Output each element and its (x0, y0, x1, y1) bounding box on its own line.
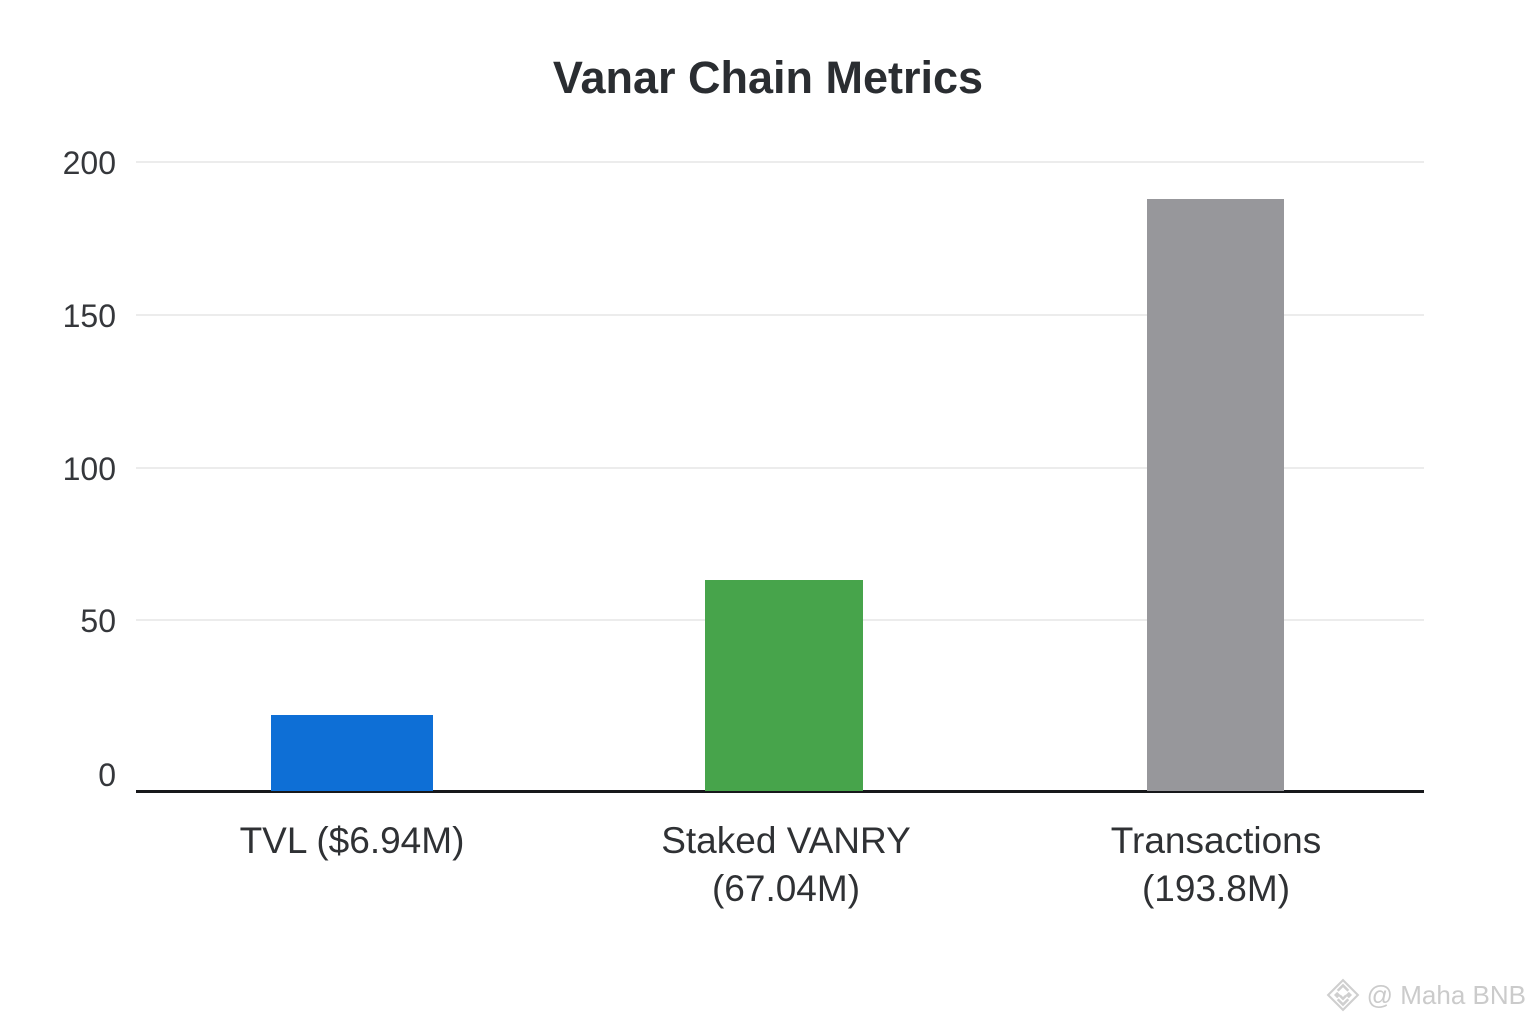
x-category-label-staked-vanry: Staked VANRY (67.04M) (661, 817, 911, 913)
x-category-label-tvl-6-94m: TVL ($6.94M) (240, 817, 465, 865)
watermark-text: @ Maha BNB (1366, 979, 1526, 1010)
y-tick-label-0: 0 (98, 757, 116, 793)
y-tick-label-150: 150 (62, 298, 116, 334)
gridline-200 (136, 161, 1424, 163)
chart-title: Vanar Chain Metrics (552, 52, 984, 103)
x-category-label-line: (193.8M) (1141, 868, 1291, 909)
x-category-label-line: Staked VANRY (661, 820, 911, 861)
bar-transactions (1147, 199, 1284, 791)
x-category-label-line: Transactions (1110, 820, 1322, 861)
y-tick-label-100: 100 (62, 451, 116, 487)
gridline-150 (136, 314, 1424, 316)
x-category-label-line: TVL ($6.94M) (239, 820, 465, 861)
bar-tvl-6-94m (271, 715, 433, 791)
x-category-label-line: (67.04M) (711, 868, 861, 909)
gridline-100 (136, 467, 1424, 469)
bnb-diamond-icon (1326, 978, 1360, 1012)
x-axis-line (136, 790, 1424, 793)
y-tick-label-50: 50 (80, 603, 116, 639)
x-category-label-transactions: Transactions (193.8M) (1111, 817, 1321, 913)
bar-staked-vanry (705, 580, 863, 791)
y-tick-label-200: 200 (62, 145, 116, 181)
watermark: @ Maha BNB (1326, 978, 1526, 1012)
